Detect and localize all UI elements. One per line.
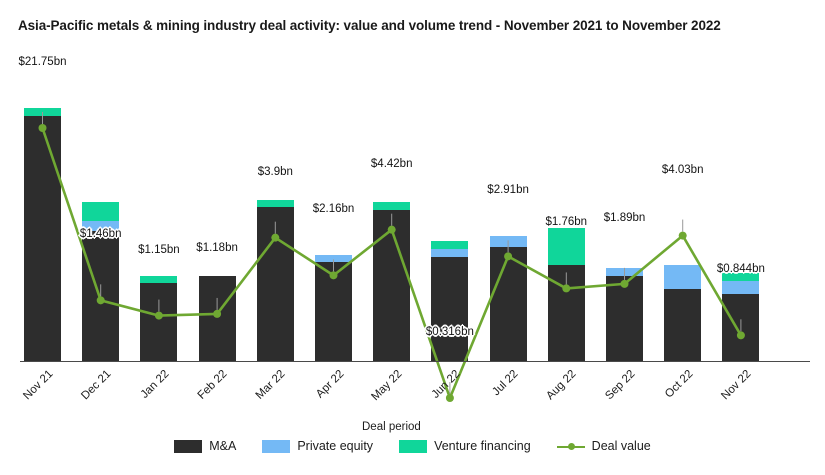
deal-value-label: $21.75bn — [18, 56, 67, 68]
deal-value-label: $0.316bn — [425, 326, 474, 338]
bar-group[interactable] — [431, 241, 469, 362]
deal-value-label: $1.15bn — [138, 243, 180, 256]
bar-segment-ma[interactable] — [373, 210, 411, 362]
bar-segment-venture-financing[interactable] — [547, 228, 585, 266]
deal-value-label: $4.42bn — [370, 157, 413, 170]
x-tick-label: May 22 — [369, 368, 405, 404]
x-tick-label: Oct 22 — [662, 368, 696, 401]
legend-swatch — [262, 439, 291, 453]
bar-segment-ma[interactable] — [198, 275, 236, 362]
bar-segment-ma[interactable] — [315, 262, 352, 362]
legend-item[interactable]: Venture financing — [399, 439, 531, 453]
legend-item[interactable]: Private equity — [262, 439, 373, 453]
legend-label: M&A — [209, 439, 237, 453]
bar-segment-private-equity[interactable] — [315, 254, 352, 263]
bar-group[interactable] — [606, 267, 643, 362]
deal-value-label: $1.89bn — [603, 211, 646, 224]
legend-item[interactable]: M&A — [174, 439, 236, 453]
x-tick-label: Dec 21 — [78, 368, 114, 403]
bar-segment-ma[interactable] — [606, 275, 643, 362]
bar-segment-private-equity[interactable] — [489, 236, 527, 247]
bar-group[interactable] — [82, 202, 120, 362]
bar-segment-private-equity[interactable] — [664, 265, 702, 289]
x-tick-label: Apr 22 — [313, 368, 346, 401]
x-tick-label: Jan 22 — [138, 368, 172, 401]
bar-group[interactable] — [722, 272, 760, 362]
deal-value-label: $4.03bn — [661, 163, 704, 176]
deal-value-label: $1.46bn — [79, 228, 122, 241]
chart-legend: M&A Private equity Venture financing Deal v… — [0, 439, 825, 453]
legend-item[interactable]: Deal value — [556, 439, 651, 453]
bar-segment-venture-financing[interactable] — [140, 275, 178, 284]
x-tick-label: Jun 22 — [429, 368, 463, 401]
bar-segment-ma[interactable] — [256, 207, 294, 362]
deal-value-label: $1.18bn — [196, 241, 238, 254]
bar-segment-ma[interactable] — [140, 283, 178, 362]
deal-value-point[interactable] — [445, 394, 454, 402]
deal-value-label: $1.76bn — [545, 216, 588, 229]
x-tick-label: Feb 22 — [195, 368, 230, 402]
bar-segment-ma[interactable] — [489, 246, 527, 362]
bar-group[interactable] — [256, 199, 294, 362]
deal-value-label: $0.844bn — [716, 263, 765, 276]
legend-swatch — [174, 439, 203, 453]
bar-segment-venture-financing[interactable] — [256, 199, 294, 208]
legend-label: Venture financing — [434, 439, 531, 453]
legend-label: Private equity — [297, 439, 374, 453]
bar-segment-ma[interactable] — [24, 115, 61, 362]
bar-segment-venture-financing[interactable] — [82, 202, 120, 221]
bar-group[interactable] — [547, 228, 585, 362]
x-tick-label: Mar 22 — [253, 368, 288, 402]
bar-group[interactable] — [315, 254, 352, 362]
bar-segment-venture-financing[interactable] — [373, 202, 411, 211]
chart-title: Asia-Pacific metals & mining industry de… — [18, 18, 721, 33]
bar-segment-ma[interactable] — [722, 293, 760, 362]
bar-segment-private-equity[interactable] — [431, 249, 469, 258]
bar-segment-ma[interactable] — [431, 257, 469, 362]
bar-group[interactable] — [489, 236, 527, 362]
deal-value-point[interactable] — [678, 231, 687, 240]
x-tick-label: Aug 22 — [544, 368, 579, 403]
bar-group[interactable] — [140, 275, 178, 362]
deal-value-label: $2.16bn — [312, 203, 355, 216]
x-axis-title: Deal period — [362, 421, 421, 433]
bar-group[interactable] — [664, 265, 702, 362]
bar-segment-venture-financing[interactable] — [431, 241, 469, 250]
plot-area: $21.75bn $1.46bn $1.15bn $1.18bn $3.9bn $2.16… — [0, 40, 825, 402]
bar-group[interactable] — [373, 202, 411, 362]
deal-value-label: $3.9bn — [257, 165, 293, 178]
bar-segment-private-equity[interactable] — [722, 280, 760, 294]
legend-label: Deal value — [591, 439, 651, 453]
bar-segment-ma[interactable] — [664, 288, 702, 362]
bar-segment-private-equity[interactable] — [606, 267, 643, 276]
deal-value-line-series — [38, 112, 745, 402]
x-tick-label: Nov 22 — [719, 368, 754, 403]
bar-group[interactable] — [24, 107, 61, 362]
bar-segment-ma[interactable] — [547, 265, 585, 362]
legend-swatch — [399, 439, 428, 453]
legend-line-icon — [556, 440, 585, 453]
x-tick-label: Nov 21 — [20, 368, 55, 403]
x-tick-label: Jul 22 — [490, 368, 521, 399]
bar-segment-venture-financing[interactable] — [24, 107, 61, 116]
x-tick-label: Sep 22 — [602, 368, 637, 403]
x-axis-line — [20, 361, 810, 362]
bar-group[interactable] — [198, 275, 236, 362]
bar-segment-ma[interactable] — [82, 231, 120, 362]
deal-value-label: $2.91bn — [487, 184, 529, 197]
